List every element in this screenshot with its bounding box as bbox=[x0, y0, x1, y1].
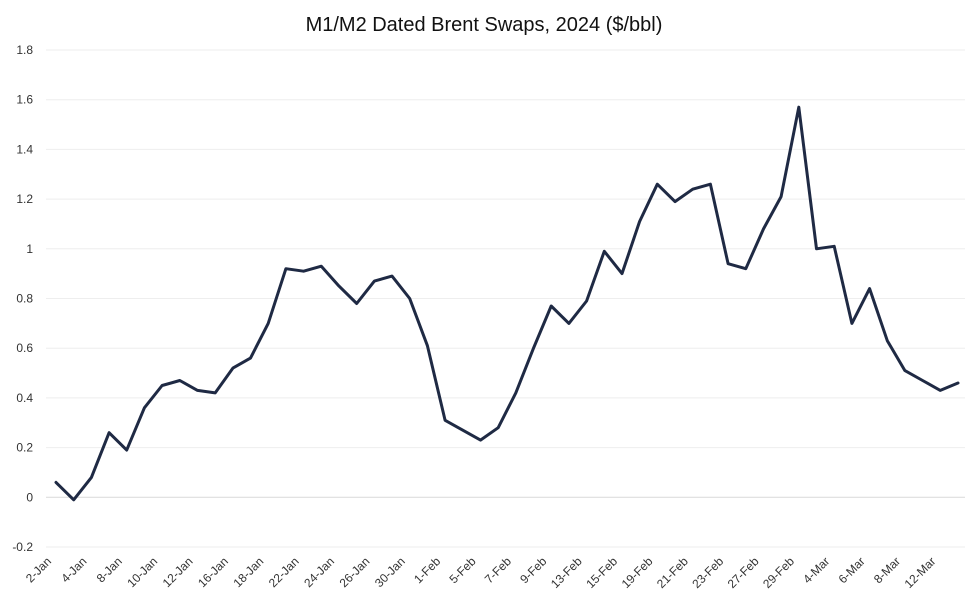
y-tick-label: 0.4 bbox=[16, 391, 33, 405]
y-tick-label: 0.2 bbox=[16, 441, 33, 455]
gridlines bbox=[46, 49, 965, 548]
x-tick-label: 2-Jan bbox=[23, 554, 54, 585]
x-tick-label: 4-Mar bbox=[800, 554, 832, 586]
y-tick-label: 1.8 bbox=[16, 43, 33, 57]
y-tick-label: 0 bbox=[26, 490, 33, 504]
x-tick-label: 26-Jan bbox=[337, 554, 373, 590]
x-tick-label: 7-Feb bbox=[482, 554, 514, 586]
x-tick-label: 27-Feb bbox=[725, 554, 762, 591]
x-tick-label: 4-Jan bbox=[58, 554, 89, 585]
x-tick-label: 29-Feb bbox=[760, 554, 797, 591]
x-tick-label: 16-Jan bbox=[195, 554, 231, 590]
y-tick-label: -0.2 bbox=[12, 540, 33, 554]
x-tick-label: 9-Feb bbox=[517, 554, 549, 586]
chart-title: M1/M2 Dated Brent Swaps, 2024 ($/bbl) bbox=[306, 14, 663, 36]
x-tick-label: 1-Feb bbox=[411, 554, 443, 586]
y-tick-label: 1 bbox=[26, 242, 33, 256]
x-tick-label: 6-Mar bbox=[836, 554, 868, 586]
y-tick-label: 0.8 bbox=[16, 292, 33, 306]
y-tick-label: 1.4 bbox=[16, 142, 33, 156]
x-tick-label: 8-Mar bbox=[871, 554, 903, 586]
y-tick-label: 1.2 bbox=[16, 192, 33, 206]
x-tick-label: 15-Feb bbox=[583, 554, 620, 591]
series-line bbox=[54, 105, 960, 502]
y-tick-label: 1.6 bbox=[16, 93, 33, 107]
x-tick-label: 12-Mar bbox=[902, 554, 939, 591]
x-tick-label: 24-Jan bbox=[301, 554, 337, 590]
x-tick-label: 5-Feb bbox=[447, 554, 479, 586]
x-tick-label: 8-Jan bbox=[94, 554, 125, 585]
x-tick-label: 13-Feb bbox=[548, 554, 585, 591]
y-axis-tick-labels: -0.2 0 0.2 0.4 0.6 0.8 1 1.2 1.4 1.6 1.8 bbox=[12, 43, 33, 554]
x-tick-label: 10-Jan bbox=[124, 554, 160, 590]
series-layer bbox=[54, 105, 960, 502]
x-tick-label: 23-Feb bbox=[689, 554, 726, 591]
x-tick-label: 30-Jan bbox=[372, 554, 408, 590]
x-tick-label: 12-Jan bbox=[160, 554, 196, 590]
x-tick-label: 19-Feb bbox=[619, 554, 656, 591]
x-tick-label: 18-Jan bbox=[231, 554, 267, 590]
x-tick-label: 22-Jan bbox=[266, 554, 302, 590]
x-tick-label: 21-Feb bbox=[654, 554, 691, 591]
x-axis-tick-labels: 2-Jan 4-Jan 8-Jan 10-Jan 12-Jan 16-Jan 18-Jan 2… bbox=[23, 554, 938, 591]
y-tick-label: 0.6 bbox=[16, 341, 33, 355]
